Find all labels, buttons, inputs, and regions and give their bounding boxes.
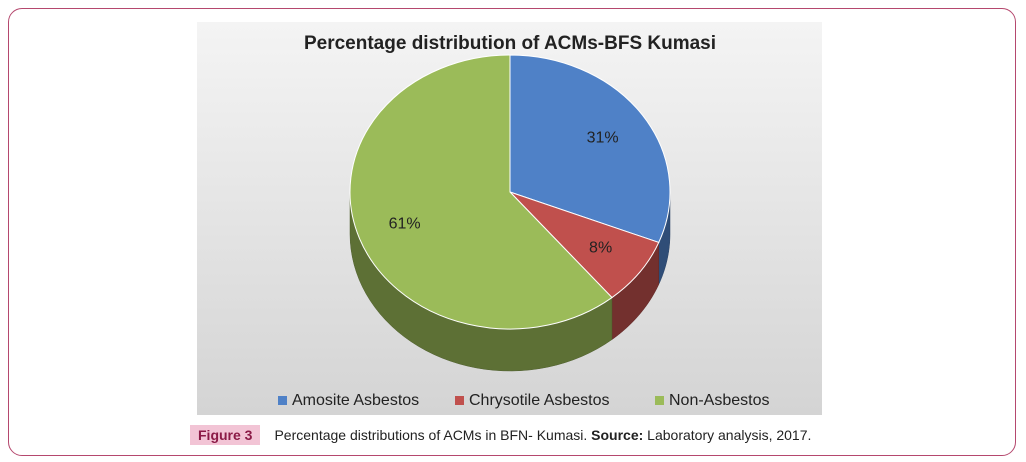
data-label: 61% xyxy=(389,216,421,233)
caption: Figure 3 Percentage distributions of ACMs… xyxy=(190,425,812,445)
data-label: 31% xyxy=(587,129,619,146)
source-text: Laboratory analysis, 2017. xyxy=(647,427,812,443)
chart-title: Percentage distribution of ACMs-BFS Kuma… xyxy=(304,33,716,54)
legend-swatch xyxy=(655,396,664,405)
legend-swatch xyxy=(278,396,287,405)
figure-label: Figure 3 xyxy=(190,425,261,445)
legend-swatch xyxy=(455,396,464,405)
pie-slice xyxy=(509,54,671,244)
legend-label: Amosite Asbestos xyxy=(292,392,419,409)
pie-slice xyxy=(349,54,613,330)
data-label: 8% xyxy=(589,240,612,257)
legend-label: Non-Asbestos xyxy=(669,392,770,409)
figure-frame xyxy=(8,8,1016,456)
caption-text: Percentage distributions of ACMs in BFN-… xyxy=(274,427,588,443)
source-label: Source: xyxy=(591,427,644,443)
legend-label: Chrysotile Asbestos xyxy=(469,392,610,409)
